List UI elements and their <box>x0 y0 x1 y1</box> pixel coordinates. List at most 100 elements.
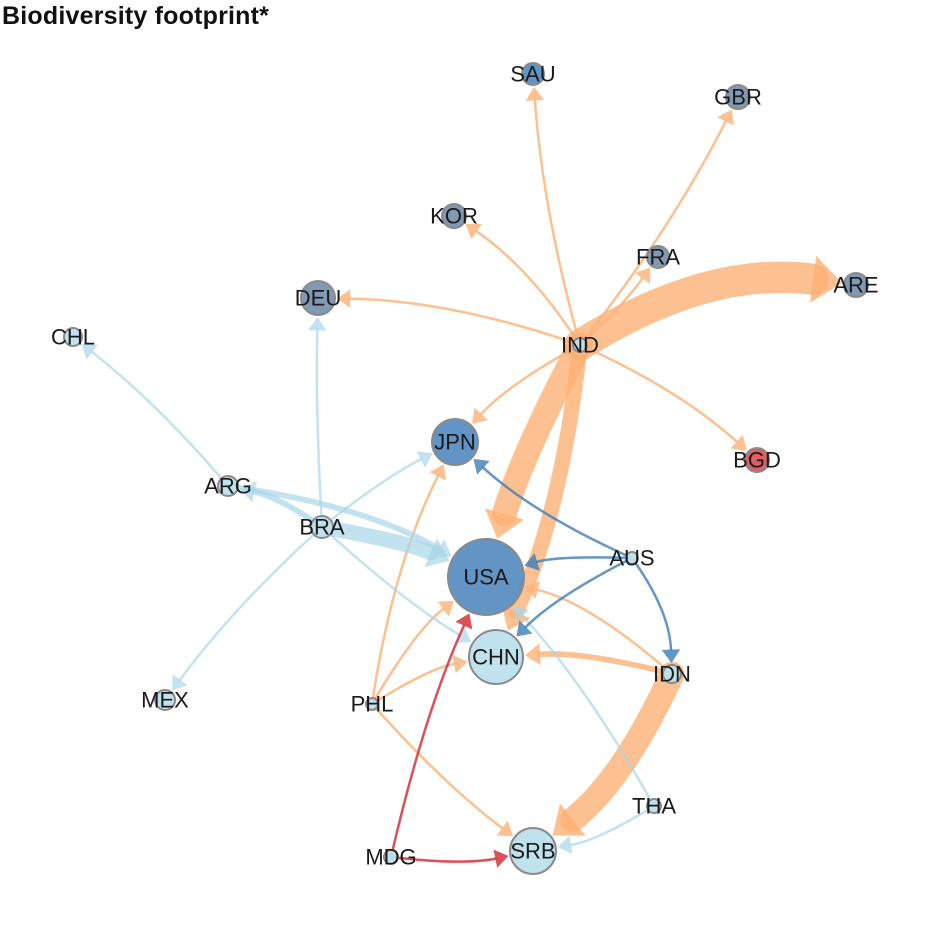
edge-aus-jpn <box>473 458 634 560</box>
arrow-head <box>524 552 540 571</box>
edge-ind-jpn <box>472 343 582 424</box>
arrow-head <box>452 654 468 674</box>
edge-line <box>225 483 442 552</box>
edge-line <box>578 343 738 443</box>
edge-line <box>630 556 673 651</box>
edge-line <box>479 343 582 416</box>
node-label-gbr: GBR <box>714 85 762 110</box>
edge-ind-sau <box>525 86 582 347</box>
arrow-head <box>493 849 509 868</box>
node-label-mdg: MDG <box>365 845 416 870</box>
edge-idn-srb <box>552 661 685 836</box>
node-label-bra: BRA <box>299 515 345 540</box>
edge-idn-chn <box>524 643 675 677</box>
node-sau <box>521 62 545 86</box>
edge-line <box>492 332 593 527</box>
edge-line <box>560 661 685 832</box>
node-bra <box>310 515 334 539</box>
node-label-are: ARE <box>833 273 878 298</box>
node-label-jpn: JPN <box>434 430 476 455</box>
node-label-sau: SAU <box>510 62 555 87</box>
node-label-idn: IDN <box>653 662 691 687</box>
arrow-head <box>472 407 488 424</box>
arrow-head <box>473 458 490 475</box>
edge-line <box>314 519 439 561</box>
edge-ind-kor <box>465 223 582 347</box>
edge-line <box>521 614 656 808</box>
arrow-head <box>717 109 734 126</box>
nodes-layer <box>63 62 869 875</box>
edge-phl-jpn <box>370 464 447 706</box>
edge-ind-usa <box>484 332 593 539</box>
arrow-head <box>437 600 454 617</box>
edge-bra-mex <box>172 525 324 691</box>
edge-arg-usa <box>225 483 452 559</box>
edge-line <box>349 297 582 347</box>
edge-mdg-usa <box>389 613 473 859</box>
node-label-ind: IND <box>561 333 599 358</box>
edge-line <box>90 350 230 488</box>
edge-line <box>508 337 588 620</box>
arrow-head <box>81 343 98 360</box>
node-label-deu: DEU <box>295 286 341 311</box>
edge-line <box>370 702 504 830</box>
edge-line <box>569 804 656 847</box>
node-mdg <box>383 849 399 865</box>
arrow-head <box>513 606 530 623</box>
node-label-mex: MEX <box>141 688 189 713</box>
arrow-head <box>308 316 327 331</box>
edge-ind-fra <box>578 267 651 347</box>
node-label-kor: KOR <box>430 204 478 229</box>
edge-line <box>536 588 674 676</box>
edge-idn-usa <box>524 580 674 676</box>
node-label-chn: CHN <box>472 645 520 670</box>
node-label-fra: FRA <box>636 245 680 270</box>
node-aus <box>625 551 639 565</box>
edge-bra-jpn <box>320 451 433 529</box>
edge-line <box>535 556 634 564</box>
edge-line <box>564 261 829 361</box>
arrow-head <box>516 620 533 637</box>
node-label-arg: ARG <box>204 474 252 499</box>
edge-line <box>578 277 644 347</box>
edge-line <box>482 466 634 560</box>
node-jpn <box>431 418 479 466</box>
edge-tha-usa <box>513 606 656 808</box>
edge-ind-bgd <box>578 343 747 451</box>
arrow-head <box>525 86 545 101</box>
node-label-bgd: BGD <box>733 448 781 473</box>
node-idn <box>662 664 682 684</box>
node-srb <box>509 827 557 875</box>
edge-bra-deu <box>308 316 327 529</box>
arrow-head <box>661 649 681 664</box>
edge-line <box>178 525 324 681</box>
node-deu <box>300 280 336 316</box>
arrow-head <box>524 643 541 666</box>
node-phl <box>365 697 379 711</box>
node-are <box>843 272 869 298</box>
edge-line <box>389 624 466 859</box>
arrow-head <box>416 451 433 468</box>
edge-ind-are <box>564 255 843 361</box>
arrow-head <box>524 580 541 599</box>
node-gbr <box>725 84 751 110</box>
arrow-head <box>465 223 482 240</box>
node-label-aus: AUS <box>609 546 654 571</box>
edge-line <box>537 651 675 677</box>
node-label-tha: THA <box>632 794 676 819</box>
edge-phl-usa <box>370 600 454 706</box>
edge-line <box>578 120 727 347</box>
node-chn <box>468 629 524 685</box>
node-arg <box>217 475 239 497</box>
edges-layer <box>81 86 843 868</box>
node-label-phl: PHL <box>351 692 394 717</box>
arrow-head <box>172 674 188 691</box>
node-fra <box>646 245 670 269</box>
edge-line <box>370 475 440 706</box>
arrow-head <box>810 255 843 303</box>
node-kor <box>441 203 467 229</box>
edge-line <box>524 556 634 629</box>
edge-line <box>370 607 445 706</box>
edge-line <box>315 329 324 529</box>
